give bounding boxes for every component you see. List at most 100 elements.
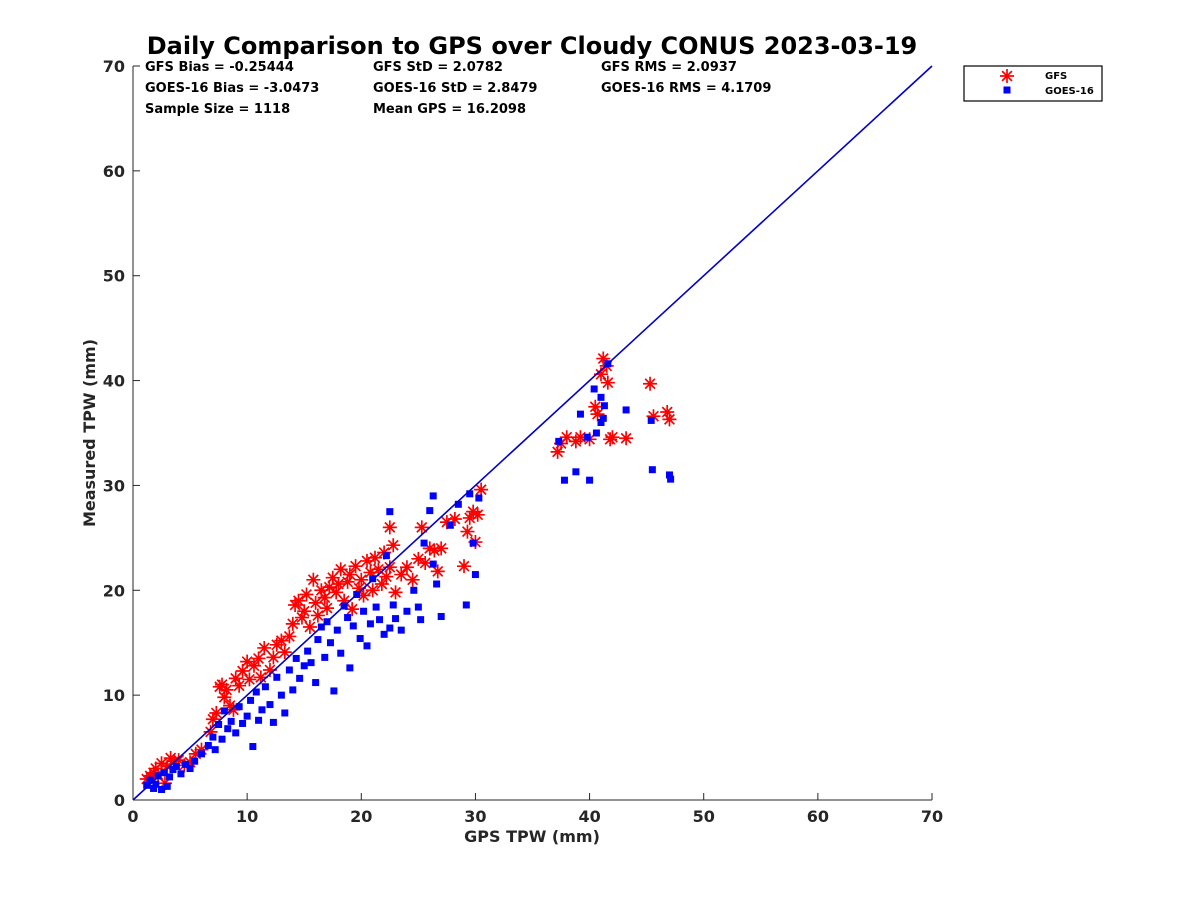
goes16-point [314,636,322,644]
gfs-point [470,507,485,522]
goes16-point [349,622,357,630]
one-to-one-line [132,65,933,801]
gfs-point [619,431,634,446]
gfs-point [474,482,489,497]
goes16-point [403,607,411,615]
gfs-point [205,712,220,727]
goes16-point [285,666,293,674]
gfs-point [333,562,348,577]
goes16-point [414,603,422,611]
goes16-point [232,729,240,737]
gfs-point [457,559,472,574]
gfs-point [646,409,661,424]
gfs-point [308,595,323,610]
goes16-point [648,466,656,474]
goes16-point [281,709,289,717]
gfs-point [386,538,401,553]
goes16-point [417,616,425,624]
gfs-point [643,376,658,391]
legend-box [963,65,1103,102]
gfs-point [302,619,317,634]
goes16-point [386,624,394,632]
gfs-point [160,759,175,774]
legend-gfs-marker [1000,69,1014,83]
y-tick-label: 60 [103,162,125,181]
gfs-point [342,567,357,582]
goes16-point [592,429,600,437]
goes16-point [249,743,257,751]
goes16-point [252,688,260,696]
gfs-point [382,560,397,575]
goes16-point [622,406,630,414]
gfs-point [340,574,355,589]
gfs-point [331,576,346,591]
goes16-point [471,571,479,579]
gfs-point [447,511,462,526]
x-tick-label: 40 [578,807,600,826]
goes16-point [266,701,274,709]
plot-area [132,65,933,801]
goes16-point [462,601,470,609]
goes16-point [363,642,371,650]
stat-label: GFS RMS = 2.0937 [601,60,737,75]
goes16-point [437,613,445,620]
stat-label: GOES-16 Bias = -3.0473 [145,81,319,96]
goes16-point [410,586,418,594]
goes16-point [307,659,315,667]
goes16-point [312,679,320,687]
goes16-point [177,770,185,778]
goes16-point [158,786,166,794]
goes16-point [586,476,594,484]
goes16-point [429,492,437,500]
gfs-point [388,585,403,600]
gfs-point [320,601,335,616]
goes16-point [215,721,223,729]
goes16-point [220,707,228,715]
gfs-point [217,690,232,705]
gfs-point [203,724,218,739]
gfs-point [235,664,250,679]
y-tick-label: 30 [103,476,125,495]
goes16-point [665,471,673,479]
goes16-point [392,615,400,623]
goes16-point [300,662,308,670]
goes16-point [211,746,219,754]
gfs-point [274,633,289,648]
gfs-point [240,654,255,669]
goes16-point [572,468,580,476]
goes16-point [397,626,405,634]
gfs-point [365,583,380,598]
gfs-point [573,430,588,445]
gfs-point [593,367,608,382]
x-tick-label: 60 [807,807,829,826]
goes16-point [172,762,180,770]
goes16-point [366,620,374,628]
goes16-point [143,781,151,789]
gfs-point [299,587,314,602]
stats-block: GFS Bias = -0.25444 GFS StD = 2.0782 GFS R… [145,60,771,117]
gfs-point [291,593,306,608]
gfs-point [277,645,292,660]
goes16-point [583,433,591,441]
gfs-point [405,572,420,587]
goes16-point [255,716,263,724]
gfs-point [379,569,394,584]
gfs-point [251,651,266,666]
goes16-point [372,603,380,611]
goes16-point [344,614,352,622]
gfs-point [310,608,325,623]
stat-label: GFS StD = 2.0782 [373,60,503,75]
goes16-point [261,683,269,691]
goes16-point [239,719,247,727]
gfs-point [188,746,203,761]
gfs-point [209,705,224,720]
gfs-point [596,351,611,366]
goes16-point [209,733,217,741]
goes16-point [224,725,232,733]
gfs-point [394,567,409,582]
gfs-point [257,640,272,655]
gfs-point [285,616,300,631]
goes16-point [227,717,235,725]
gfs-point [246,658,261,673]
goes16-point [337,649,345,657]
